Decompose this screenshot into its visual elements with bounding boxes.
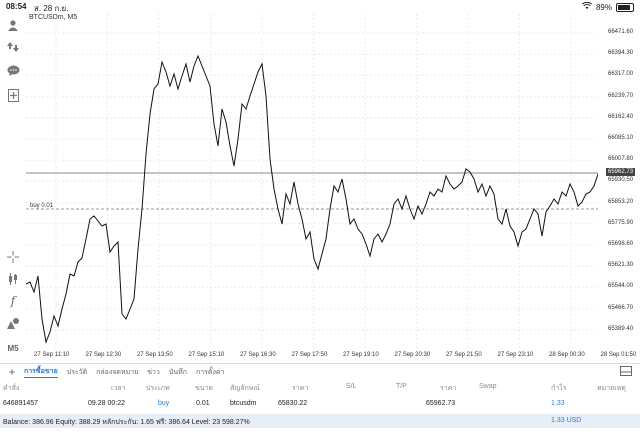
row-time: 09.28 00:22 (88, 400, 125, 407)
price-tick-label: 65466.70 (608, 304, 634, 311)
price-tick-label: 66085.10 (608, 135, 634, 141)
row-price: 65830.22 (278, 400, 308, 407)
panel-toggle-icon[interactable] (620, 365, 632, 379)
time-tick-label: 27 Sep 13:50 (137, 352, 173, 358)
function-icon[interactable]: f (10, 294, 16, 308)
row-price2: 65962.73 (426, 400, 456, 407)
row-type: buy (158, 400, 170, 407)
time-tick-label: 27 Sep 12:30 (85, 352, 122, 358)
header-symbol: สัญลักษณ์ (230, 385, 260, 392)
price-line (26, 54, 598, 344)
time-tick-label: 28 Sep 00:30 (549, 352, 585, 358)
header-sl: S/L (346, 383, 357, 390)
time-tick-label: 27 Sep 17:50 (291, 352, 328, 358)
price-tick-label: 66007.80 (608, 156, 634, 163)
tab-history[interactable]: ประวัติ (66, 368, 88, 376)
header-volume: ขนาด (195, 385, 214, 392)
price-tick-label: 65930.50 (608, 177, 634, 184)
chart-symbol: BTCUSDm, M5 (29, 14, 78, 21)
header-ticket: คำสั่ง (3, 385, 20, 392)
terminal-tabs: + การซื้อขาย ประวัติ กล่องจดหมาย ข่าว บั… (0, 363, 640, 380)
time-tick-label: 27 Sep 11:10 (34, 352, 70, 358)
time-tick-label: 27 Sep 23:10 (497, 352, 534, 358)
period-icon[interactable]: M5 (7, 343, 19, 353)
candlestick-icon[interactable] (4, 270, 22, 288)
time-tick-label: 27 Sep 19:10 (343, 352, 379, 358)
price-tick-label: 66394.30 (608, 50, 634, 57)
price-tick-label: 66471.60 (608, 29, 634, 35)
status-time: 08:54 (6, 2, 27, 11)
wifi-icon (581, 1, 593, 12)
status-date: ส. 28 ก.ย. (34, 4, 69, 13)
table-row[interactable]: 646891457 09.28 00:22 buy 0.01 btcusdm 6… (0, 396, 640, 412)
current-price-tag: 65962.73 (606, 168, 636, 176)
time-tick-label: 27 Sep 20:30 (394, 352, 431, 358)
header-price2: ราคา (440, 385, 457, 392)
time-tick-label: 27 Sep 16:30 (240, 352, 276, 358)
time-tick-label: 28 Sep 01:50 (600, 352, 637, 358)
price-tick-label: 66317.00 (608, 71, 634, 78)
objects-icon[interactable] (4, 314, 22, 332)
row-ticket: 646891457 (3, 400, 39, 407)
tab-journal[interactable]: บันทึก (168, 368, 187, 376)
price-axis: 66471.60 66394.30 66317.00 66239.70 66162.40… (604, 14, 640, 350)
price-tick-label: 65621.30 (608, 262, 634, 269)
balance-text: Balance: 386.96 Equity: 388.29 หลักประกั… (3, 419, 250, 426)
row-symbol: btcusdm (230, 400, 257, 407)
price-tick-label: 66239.70 (608, 92, 634, 99)
header-profit: กำไร (551, 385, 567, 392)
chart-toolbar: f M5 (0, 14, 26, 364)
balance-bar: Balance: 386.96 Equity: 388.29 หลักประกั… (0, 414, 640, 428)
battery-percent: 89% (595, 2, 612, 12)
time-tick-label: 27 Sep 21:50 (446, 352, 482, 358)
tab-news[interactable]: ข่าว (147, 368, 160, 376)
price-tick-label: 65544.00 (608, 283, 634, 290)
floating-profit: 1.33 USD (551, 417, 582, 424)
price-tick-label: 66162.40 (608, 113, 634, 120)
chat-icon[interactable] (4, 62, 22, 80)
tab-mailbox[interactable]: กล่องจดหมาย (96, 368, 139, 376)
add-icon[interactable]: + (8, 365, 16, 379)
trade-arrows-icon[interactable] (4, 38, 22, 56)
status-right: 89% (581, 1, 634, 12)
add-document-icon[interactable] (4, 86, 22, 104)
price-tick-label: 65389.40 (608, 325, 634, 332)
status-bar: 08:54 ส. 28 ก.ย. 89% (0, 0, 640, 14)
price-tick-label: 65853.20 (608, 198, 634, 205)
header-comment: หมายเหตุ (597, 385, 626, 392)
header-tp: T/P (396, 383, 407, 390)
header-price: ราคา (292, 385, 309, 392)
crosshair-icon[interactable] (4, 248, 22, 266)
row-profit: 1.33 (551, 400, 565, 407)
position-line-label: buy 0.01 (30, 203, 54, 209)
time-tick-label: 27 Sep 15:10 (188, 352, 225, 358)
price-chart[interactable] (26, 14, 598, 350)
battery-icon (616, 2, 634, 12)
person-icon[interactable] (4, 16, 22, 34)
trade-table-header: คำสั่ง เวลา ประเภท ขนาด สัญลักษณ์ ราคา S… (0, 380, 640, 394)
time-axis: 27 Sep 11:10 27 Sep 12:30 27 Sep 13:50 27 S… (26, 350, 640, 362)
tab-trade[interactable]: การซื้อขาย (24, 366, 58, 378)
header-swap: Swap (479, 383, 497, 390)
price-tick-label: 65775.90 (608, 219, 634, 226)
header-type: ประเภท (146, 385, 170, 392)
price-tick-label: 65698.60 (608, 241, 634, 247)
tab-settings[interactable]: การตั้งค่า (195, 368, 225, 376)
header-time: เวลา (111, 385, 126, 392)
row-volume: 0.01 (196, 400, 210, 407)
